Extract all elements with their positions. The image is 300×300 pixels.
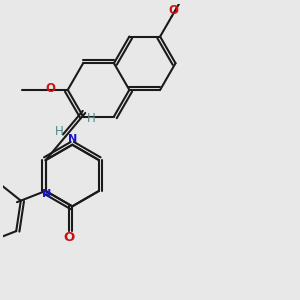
Text: O: O (64, 231, 75, 244)
Text: H: H (55, 125, 64, 138)
Text: N: N (43, 189, 52, 199)
Text: H: H (87, 112, 96, 125)
Text: N: N (68, 134, 77, 145)
Text: O: O (168, 4, 178, 17)
Text: O: O (45, 82, 55, 95)
